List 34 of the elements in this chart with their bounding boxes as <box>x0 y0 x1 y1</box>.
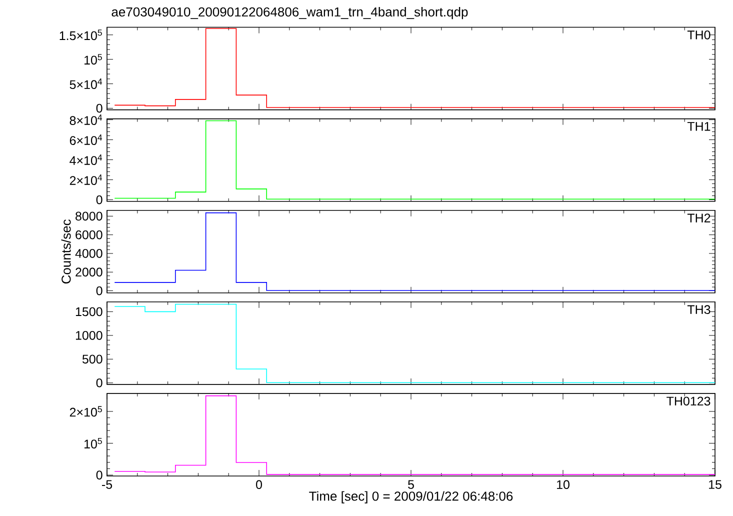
x-tick-label: 0 <box>256 480 262 490</box>
y-tick-label: 0 <box>96 286 102 296</box>
y-tick-label: 8×10$^{4}$ <box>70 114 102 125</box>
y-tick-label: 8000 <box>76 212 102 221</box>
y-tick-label: 4000 <box>75 249 102 258</box>
y-tick-label: 1000 <box>76 330 102 340</box>
text: TH1 <box>687 122 710 131</box>
x-tick-label: 5 <box>408 480 414 489</box>
y-tick-label: 2000 <box>76 268 102 277</box>
text: TH2 <box>687 214 710 222</box>
y-tick-label: 6000 <box>76 230 102 240</box>
y-tick-label: 4×10$^{4}$ <box>70 154 102 165</box>
y-tick-label: 2×10$^{4}$ <box>70 174 102 185</box>
y-tick-label: 2×10$^{5}$ <box>70 406 102 417</box>
text: TH3 <box>687 305 710 314</box>
y-tick-label: 500 <box>82 354 102 364</box>
y-axis-title: Counts/sec <box>61 219 71 284</box>
chart-title: ae703049010_20090122064806_wam1_trn_4band_short.qdp <box>112 6 468 20</box>
y-tick-label: 0 <box>96 104 102 113</box>
y-tick-label: 0 <box>96 195 102 204</box>
y-tick-label: 1.5×10$^{5}$ <box>60 30 102 40</box>
y-tick-label: 1500 <box>76 307 102 316</box>
text: TH0 <box>687 30 710 40</box>
x-axis-title: Time [sec] 0 = 2009/01/22 06:48:06 <box>309 491 513 504</box>
x-tick-label: -5 <box>102 480 112 489</box>
y-tick-label: 10$^{5}$ <box>84 54 102 65</box>
y-tick-label: 5×10$^{4}$ <box>70 78 102 90</box>
y-tick-label: 10$^{5}$ <box>84 438 102 448</box>
x-tick-label: 10 <box>557 480 570 490</box>
x-tick-label: 15 <box>709 480 722 489</box>
y-tick-label: 6×10$^{4}$ <box>70 134 102 145</box>
y-tick-label: 0 <box>96 470 102 480</box>
text: TH0123 <box>666 396 710 406</box>
y-tick-label: 0 <box>96 378 102 388</box>
